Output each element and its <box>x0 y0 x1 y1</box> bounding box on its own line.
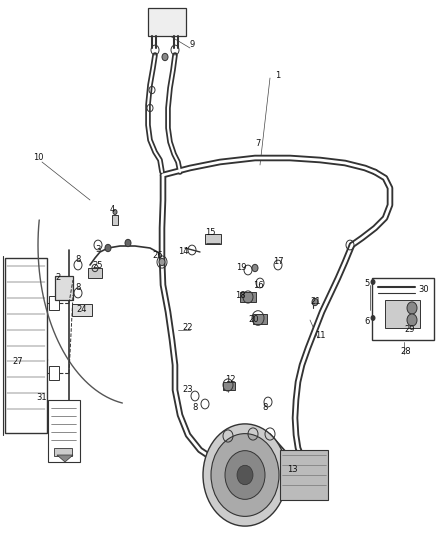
Text: 13: 13 <box>287 465 297 474</box>
Text: 8: 8 <box>75 255 81 264</box>
Bar <box>88 268 102 278</box>
Text: 24: 24 <box>77 305 87 314</box>
Bar <box>112 215 118 225</box>
Text: 30: 30 <box>418 285 429 294</box>
Bar <box>48 400 80 462</box>
Bar <box>54 448 72 456</box>
Text: 8: 8 <box>192 403 198 413</box>
Bar <box>5 258 47 433</box>
Text: 4: 4 <box>110 206 115 214</box>
Bar <box>253 314 267 324</box>
Text: 7: 7 <box>255 139 261 148</box>
Text: 8: 8 <box>262 403 267 413</box>
Circle shape <box>113 209 117 214</box>
Text: 2: 2 <box>55 273 60 282</box>
Bar <box>385 300 420 328</box>
Bar <box>205 234 221 244</box>
Text: 11: 11 <box>315 332 325 341</box>
Text: 17: 17 <box>273 257 283 266</box>
Text: 12: 12 <box>225 376 235 384</box>
Text: 6: 6 <box>364 318 370 327</box>
Bar <box>223 382 235 390</box>
Bar <box>280 450 328 500</box>
Circle shape <box>162 53 168 61</box>
Text: 29: 29 <box>404 326 414 335</box>
Text: 22: 22 <box>183 324 193 333</box>
Text: 15: 15 <box>205 228 215 237</box>
Circle shape <box>371 280 375 285</box>
Text: 5: 5 <box>364 279 370 287</box>
Text: 18: 18 <box>235 292 245 301</box>
Text: 31: 31 <box>37 393 47 402</box>
Text: 20: 20 <box>249 316 259 325</box>
Circle shape <box>371 316 375 320</box>
Circle shape <box>203 424 287 526</box>
Text: 28: 28 <box>401 348 411 357</box>
Text: 16: 16 <box>253 281 263 290</box>
Text: 25: 25 <box>93 261 103 270</box>
Circle shape <box>125 239 131 247</box>
Circle shape <box>225 451 265 499</box>
Bar <box>49 296 59 310</box>
Bar <box>148 8 186 36</box>
Circle shape <box>312 298 318 305</box>
Circle shape <box>211 434 279 516</box>
Text: 3: 3 <box>95 246 101 254</box>
Bar <box>372 278 434 340</box>
Bar <box>49 366 59 380</box>
Circle shape <box>237 465 253 484</box>
Text: 8: 8 <box>75 284 81 293</box>
Bar <box>240 292 256 302</box>
Circle shape <box>407 302 417 314</box>
Text: 9: 9 <box>189 41 194 50</box>
Text: 19: 19 <box>236 263 246 272</box>
Circle shape <box>159 259 165 265</box>
Text: 27: 27 <box>13 358 23 367</box>
Bar <box>72 304 92 316</box>
Circle shape <box>407 314 417 326</box>
Text: 23: 23 <box>183 385 193 394</box>
Circle shape <box>252 264 258 272</box>
Text: 26: 26 <box>153 252 163 261</box>
Bar <box>55 276 73 300</box>
Text: 1: 1 <box>276 70 281 79</box>
Polygon shape <box>57 455 73 462</box>
Text: 21: 21 <box>311 297 321 306</box>
Text: 10: 10 <box>33 154 43 163</box>
Circle shape <box>105 244 111 252</box>
Text: 14: 14 <box>178 246 188 255</box>
